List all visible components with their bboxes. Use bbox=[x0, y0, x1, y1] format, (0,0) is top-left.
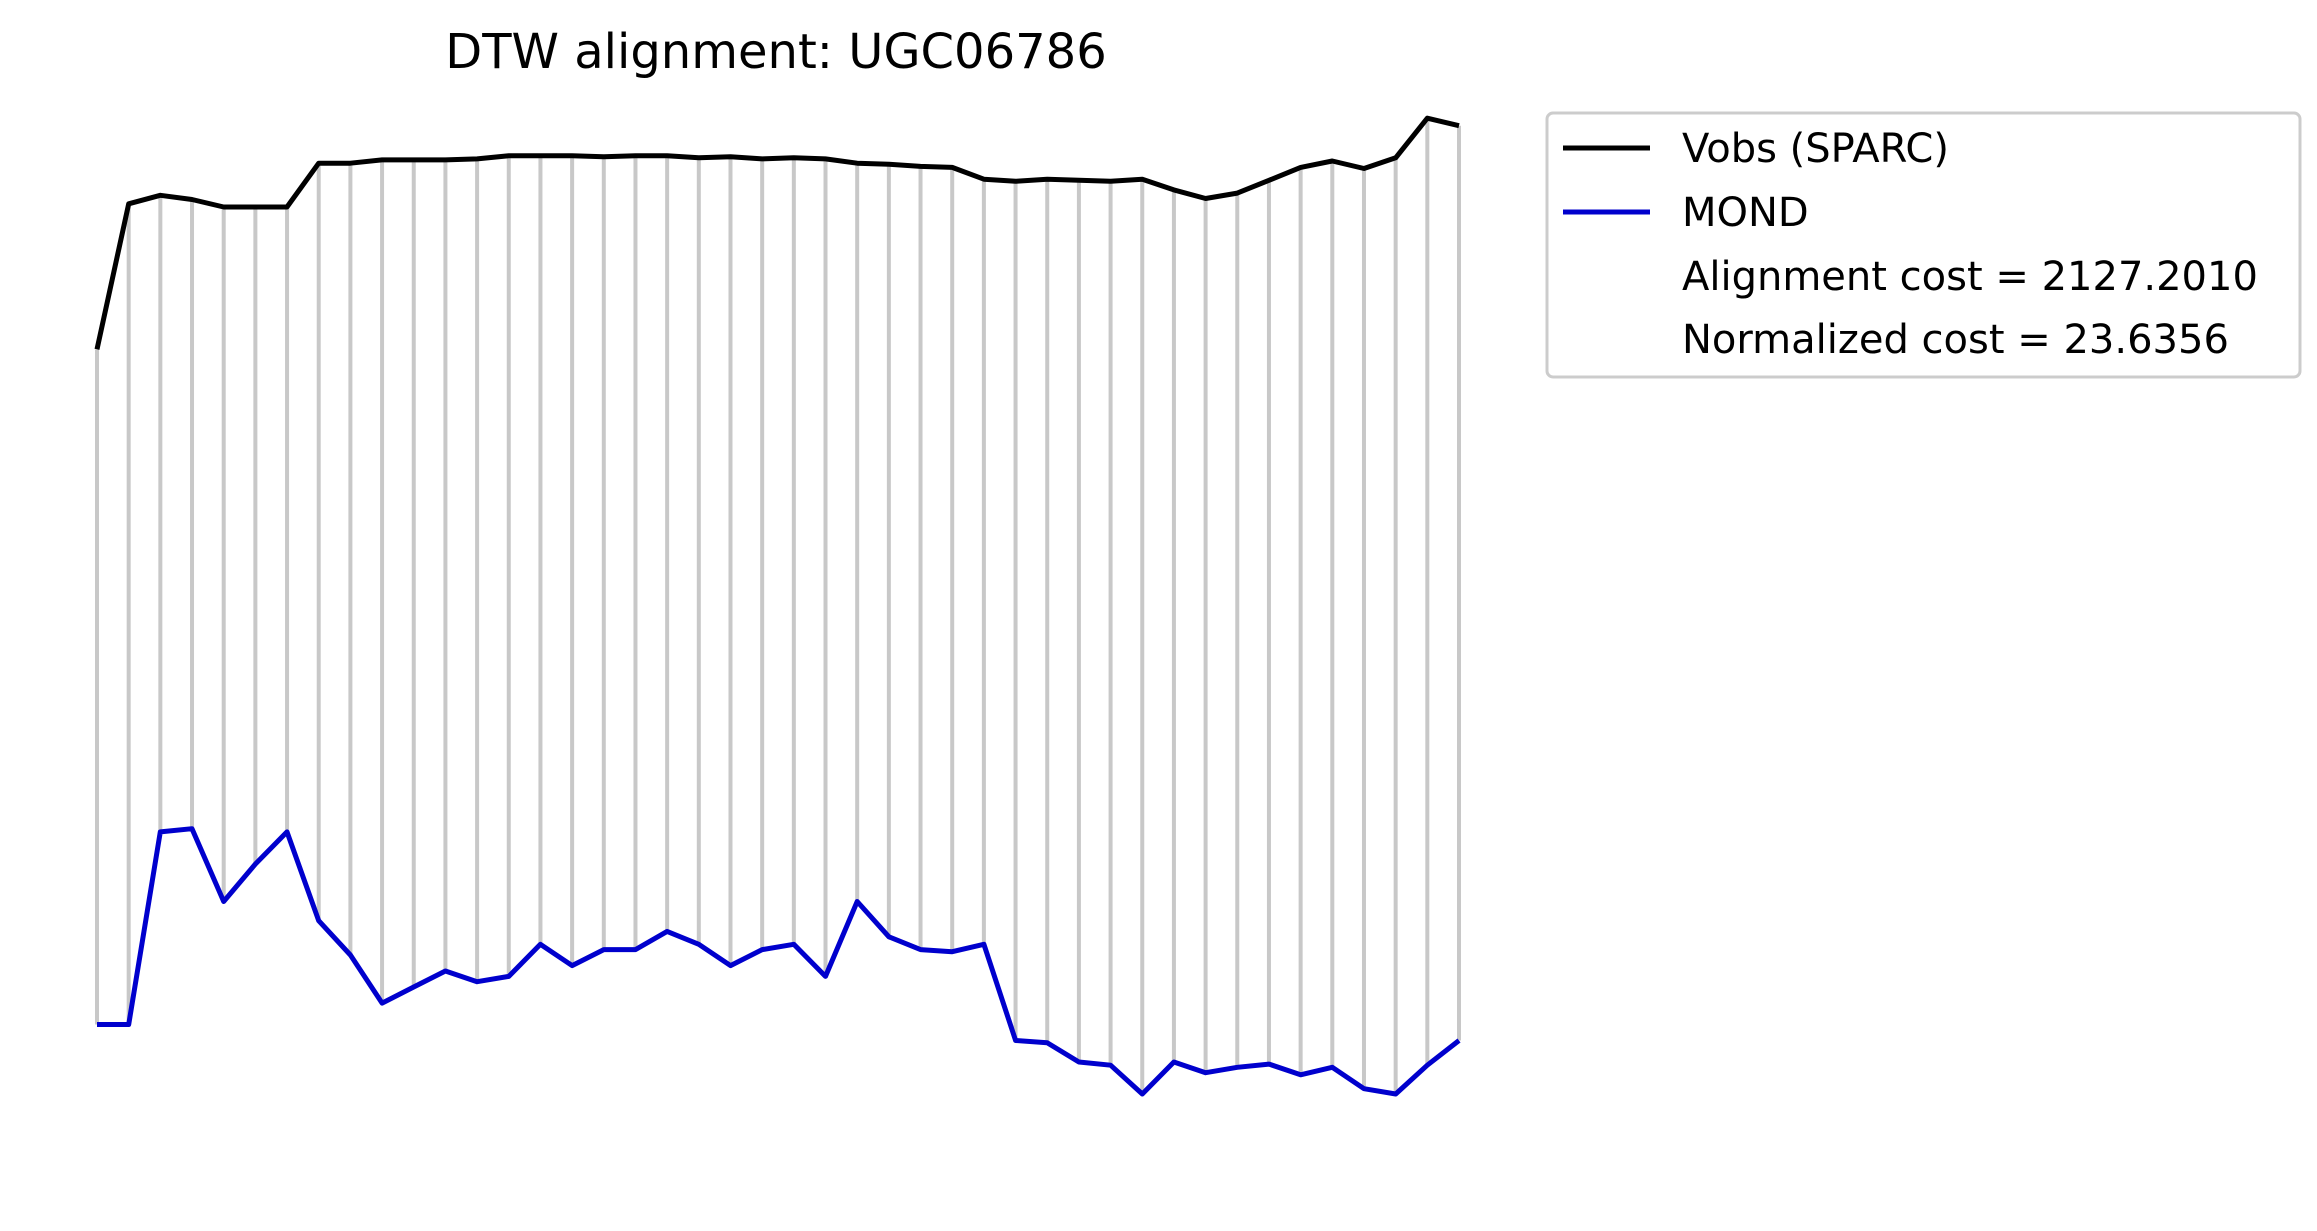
legend-alignment-cost: Alignment cost = 2127.2010 bbox=[1682, 254, 2258, 300]
series-lines bbox=[94, 115, 1461, 1097]
chart-title: DTW alignment: UGC06786 bbox=[445, 24, 1106, 80]
legend-label-mond: MOND bbox=[1682, 190, 1809, 236]
alignment-lines bbox=[95, 118, 1461, 1095]
legend: Vobs (SPARC) MOND Alignment cost = 2127.… bbox=[1545, 111, 2302, 379]
series-line-mond bbox=[97, 826, 1461, 1097]
legend-frame bbox=[1545, 111, 2302, 379]
series-line-vobs-sparc bbox=[94, 115, 1460, 350]
legend-normalized-cost: Normalized cost = 23.6356 bbox=[1682, 317, 2229, 363]
legend-label-vobs: Vobs (SPARC) bbox=[1682, 126, 1949, 172]
